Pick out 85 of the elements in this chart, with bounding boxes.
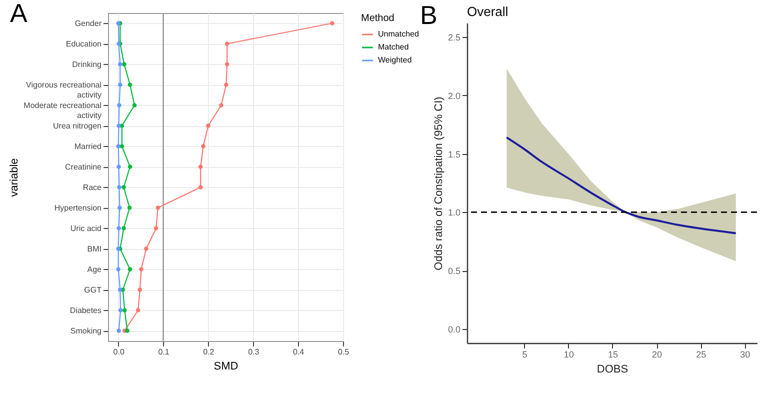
point [138, 288, 142, 292]
y-tick-label: Gender [74, 18, 102, 28]
point [122, 62, 126, 66]
point [118, 82, 122, 87]
point [120, 144, 124, 148]
y-tick-label: Drinking [72, 60, 102, 69]
point [116, 267, 120, 272]
y-tick-label: Vigorous recreational activity [26, 80, 102, 100]
point [132, 103, 137, 108]
y-tick-label: Smoking [70, 326, 102, 336]
point [128, 164, 132, 169]
x-tick-label: 20 [652, 350, 662, 360]
y-tick-label: GGT [84, 285, 102, 294]
point [127, 206, 132, 210]
y-tick-label: Diabetes [70, 306, 102, 315]
y-tick-label: Hypertension [54, 203, 102, 212]
point [198, 185, 203, 190]
point [206, 124, 210, 128]
point [117, 185, 122, 190]
y-tick-label: 0.5 [448, 266, 460, 276]
chart-title: Overall [467, 4, 508, 19]
x-tick-label: 0.3 [248, 348, 260, 356]
point [118, 62, 122, 66]
x-tick-label: 0.1 [158, 348, 170, 356]
y-tick-label: 2.0 [448, 90, 460, 101]
y-tick-label: Moderate recreational activity [24, 100, 102, 120]
point [116, 144, 120, 148]
y-tick-label: Uric acid [70, 224, 102, 233]
text: B [420, 0, 438, 31]
y-tick-label: Creatinine [65, 162, 102, 172]
point [201, 144, 206, 148]
y-tick-label: Age [87, 264, 102, 274]
text: A [10, 0, 28, 29]
y-axis-title: variable [8, 158, 21, 197]
point [118, 308, 123, 312]
y-tick-label: Education [66, 39, 102, 48]
y-axis-title: Odds ratio of Constipation (95% CI) [432, 96, 445, 270]
legend-title: Method [361, 13, 394, 24]
point [116, 226, 121, 230]
point [224, 62, 230, 66]
point [118, 206, 122, 210]
legend-label: Weighted [378, 56, 412, 64]
x-tick-label: 15 [608, 350, 618, 360]
point [139, 267, 144, 272]
x-tick-label: 0.5 [338, 348, 350, 356]
point [330, 21, 334, 26]
x-tick-label: 30 [740, 350, 750, 360]
legend-label: Matched [378, 42, 409, 52]
x-axis-title: SMD [214, 360, 238, 372]
y-tick-label: Race [82, 182, 102, 192]
x-tick-label: 5 [522, 350, 528, 360]
y-tick-label: Married [74, 142, 102, 151]
x-tick-label: 0.2 [203, 348, 215, 356]
point [125, 328, 130, 333]
x-tick-label: 0.0 [113, 348, 125, 356]
point [154, 226, 158, 230]
point [219, 103, 224, 108]
point [136, 308, 140, 312]
point [116, 124, 121, 128]
legend-label: Unmatched [378, 30, 419, 38]
y-tick-label: Urea nitrogen [53, 121, 102, 130]
point [128, 267, 132, 272]
x-tick-label: 0.4 [293, 348, 305, 356]
y-tick-label: BMI [87, 244, 102, 254]
point [156, 206, 160, 210]
point [117, 103, 122, 108]
point [122, 185, 126, 190]
x-axis-title: DOBS [596, 364, 628, 376]
point [116, 164, 121, 169]
y-tick-label: 1.0 [448, 208, 460, 218]
x-tick-label: 10 [564, 350, 574, 360]
point [144, 246, 148, 251]
point [198, 164, 203, 169]
point [128, 82, 132, 87]
point [116, 328, 121, 333]
y-tick-label: 2.5 [448, 32, 460, 43]
y-tick-label: 1.5 [448, 149, 460, 160]
y-tick-label: 0.0 [448, 324, 460, 334]
point [224, 42, 230, 46]
point [224, 82, 228, 87]
line-series [506, 136, 737, 234]
point [122, 308, 127, 312]
point [118, 288, 122, 292]
point [122, 226, 126, 230]
x-tick-label: 25 [696, 350, 706, 360]
